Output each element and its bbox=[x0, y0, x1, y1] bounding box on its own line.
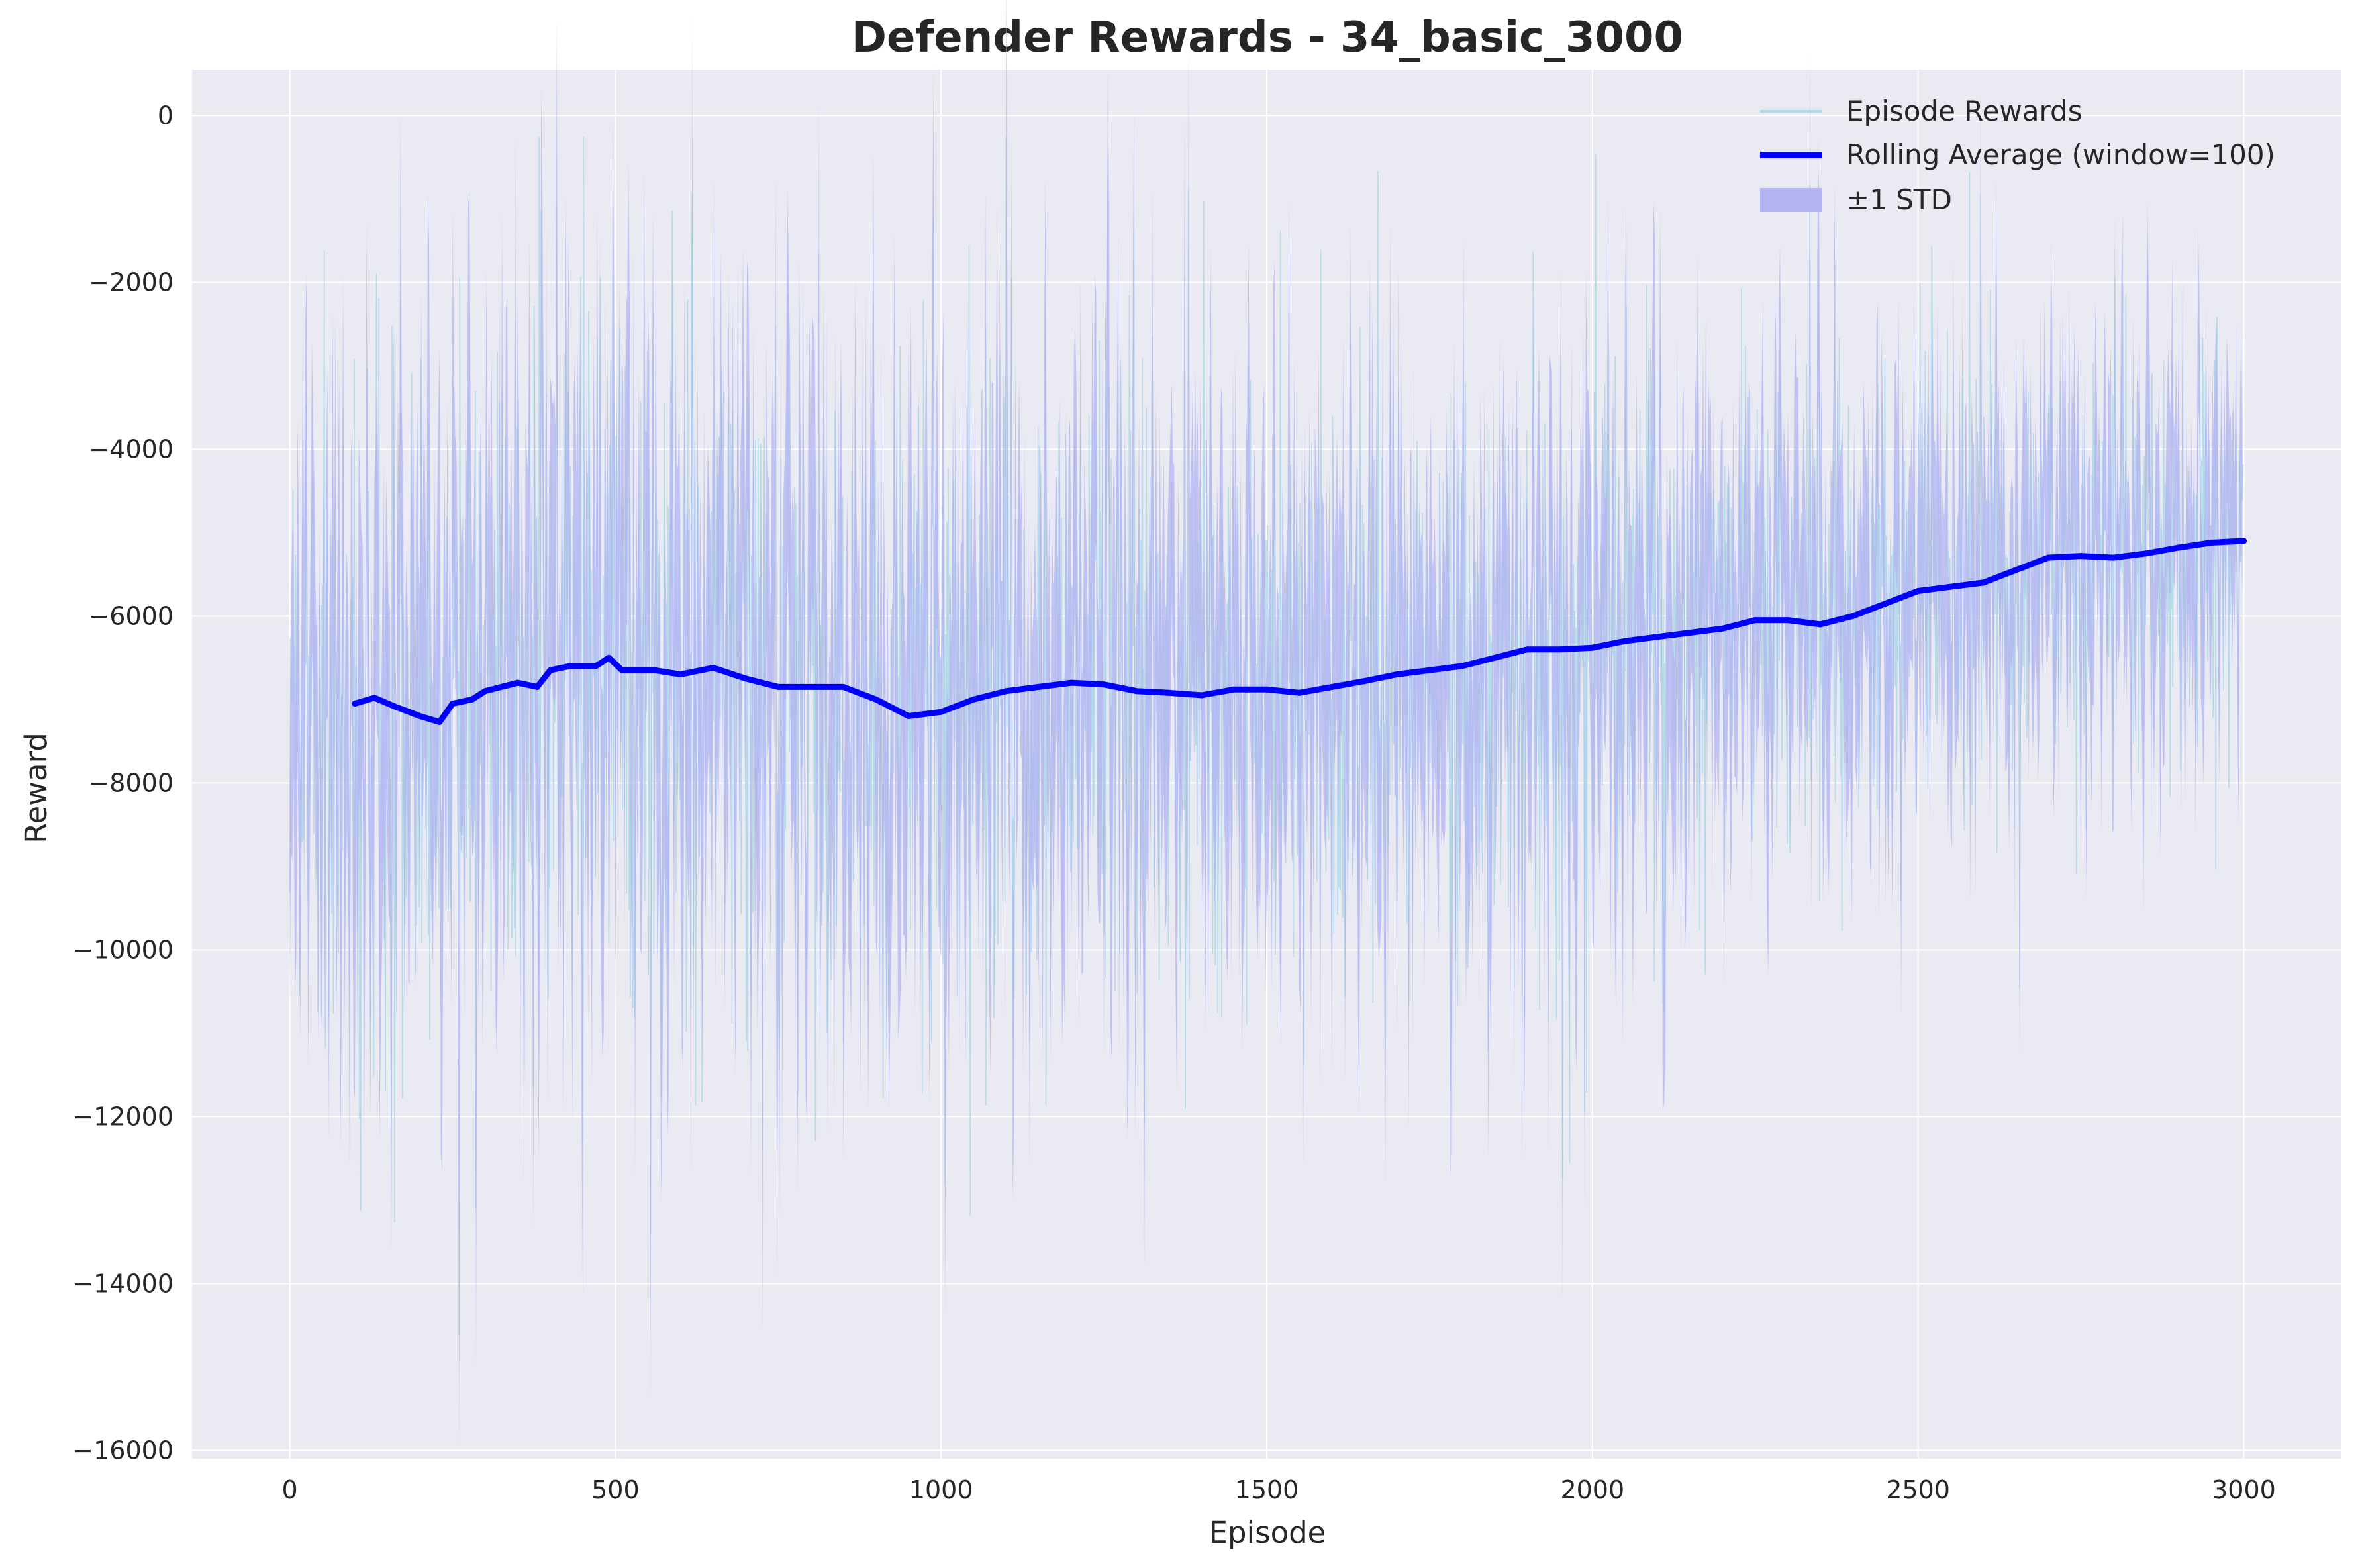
y-axis-label: Reward bbox=[19, 732, 54, 844]
rolling-average-point bbox=[1915, 588, 1922, 595]
rolling-average-point bbox=[417, 713, 423, 720]
y-tick-label: −8000 bbox=[88, 768, 173, 797]
legend-swatch-std bbox=[1760, 188, 1822, 212]
rolling-average-point bbox=[1394, 671, 1401, 678]
rolling-average-point bbox=[1654, 634, 1661, 640]
rolling-average-point bbox=[2143, 550, 2149, 557]
chart-title: Defender Rewards - 34_basic_3000 bbox=[852, 13, 1683, 62]
rolling-average-point bbox=[1003, 688, 1010, 695]
rolling-average-point bbox=[1785, 617, 1791, 624]
rolling-average-point bbox=[606, 654, 613, 661]
rolling-average-point bbox=[391, 703, 397, 709]
rolling-average-point bbox=[371, 695, 377, 701]
x-axis-ticks: 0 500 1000 1500 2000 2500 3000 bbox=[281, 1475, 2275, 1504]
rolling-average-point bbox=[1720, 625, 1726, 632]
rolling-average-point bbox=[2240, 538, 2247, 544]
rolling-average-point bbox=[534, 683, 540, 690]
legend-label-std: ±1 STD bbox=[1846, 183, 1952, 216]
rolling-average-point bbox=[873, 696, 879, 703]
rolling-average-point bbox=[618, 667, 625, 673]
x-tick-label: 0 bbox=[281, 1475, 297, 1504]
rolling-average-point bbox=[449, 701, 456, 707]
y-tick-label: −2000 bbox=[88, 268, 173, 297]
rolling-average-point bbox=[515, 679, 521, 686]
rolling-average-point bbox=[1036, 683, 1042, 690]
rolling-average-point bbox=[436, 718, 443, 725]
y-tick-label: −16000 bbox=[72, 1436, 173, 1465]
x-tick-label: 2500 bbox=[1886, 1475, 1950, 1504]
rolling-average-point bbox=[1947, 583, 1954, 590]
legend: Episode Rewards Rolling Average (window=… bbox=[1760, 95, 2275, 216]
rolling-average-point bbox=[2012, 567, 2019, 573]
rolling-average-point bbox=[469, 696, 475, 703]
rolling-average-point bbox=[742, 675, 749, 682]
rolling-average-point bbox=[1263, 686, 1270, 693]
rolling-average-point bbox=[1817, 621, 1824, 628]
x-tick-label: 500 bbox=[591, 1475, 640, 1504]
x-tick-label: 1000 bbox=[909, 1475, 973, 1504]
rolling-average-point bbox=[1882, 600, 1889, 607]
x-tick-label: 2000 bbox=[1560, 1475, 1624, 1504]
x-tick-label: 1500 bbox=[1235, 1475, 1299, 1504]
rolling-average-point bbox=[1491, 654, 1498, 661]
rolling-average-point bbox=[1752, 617, 1759, 624]
rolling-average-point bbox=[775, 683, 781, 690]
rolling-average-point bbox=[1557, 646, 1563, 653]
rolling-average-point bbox=[1328, 683, 1335, 690]
rolling-average-point bbox=[1296, 689, 1303, 696]
rolling-average-point bbox=[651, 667, 658, 673]
rolling-average-point bbox=[807, 683, 814, 690]
rolling-average-point bbox=[938, 709, 944, 715]
rolling-average-point bbox=[840, 683, 847, 690]
rolling-average-point bbox=[547, 667, 554, 673]
rolling-average-point bbox=[352, 701, 358, 707]
rolling-average-point bbox=[905, 713, 912, 720]
rolling-average-point bbox=[677, 671, 684, 678]
x-tick-label: 3000 bbox=[2212, 1475, 2276, 1504]
std-band-series bbox=[289, 0, 2243, 1460]
rolling-average-point bbox=[1133, 688, 1140, 695]
y-tick-label: −6000 bbox=[88, 601, 173, 630]
rolling-average-point bbox=[1068, 679, 1075, 686]
rolling-average-point bbox=[2208, 539, 2214, 546]
y-tick-label: −4000 bbox=[88, 434, 173, 464]
rolling-average-point bbox=[1524, 646, 1530, 653]
rolling-average-point bbox=[1165, 689, 1172, 696]
rolling-average-series bbox=[352, 538, 2247, 725]
rolling-average-point bbox=[1101, 681, 1107, 688]
rolling-average-point bbox=[1687, 630, 1693, 636]
rolling-average-point bbox=[1622, 638, 1628, 644]
legend-label-episode: Episode Rewards bbox=[1846, 95, 2083, 127]
rolling-average-point bbox=[2110, 554, 2117, 561]
rolling-average-point bbox=[2175, 544, 2182, 551]
rolling-average-point bbox=[1980, 579, 1987, 586]
y-tick-label: −12000 bbox=[72, 1102, 173, 1131]
rolling-average-point bbox=[567, 663, 573, 669]
rolling-average-point bbox=[710, 664, 716, 671]
rolling-average-point bbox=[593, 663, 599, 669]
rolling-average-point bbox=[2045, 554, 2051, 561]
rolling-average-point bbox=[2078, 553, 2085, 560]
rolling-average-point bbox=[1459, 663, 1465, 669]
y-axis-ticks: 0 −2000 −4000 −6000 −8000 −10000 −12000 −14000 −… bbox=[72, 101, 173, 1465]
rolling-average-point bbox=[1231, 686, 1238, 693]
rolling-average-point bbox=[482, 688, 489, 695]
rolling-average-point bbox=[1849, 612, 1856, 619]
rolling-average-point bbox=[1199, 692, 1205, 699]
legend-label-rolling: Rolling Average (window=100) bbox=[1846, 138, 2275, 171]
x-axis-label: Episode bbox=[1209, 1515, 1326, 1550]
rolling-average-point bbox=[1426, 667, 1433, 673]
y-tick-label: 0 bbox=[158, 101, 173, 130]
rolling-average-point bbox=[970, 696, 977, 703]
std-band-area bbox=[289, 0, 2243, 1460]
rolling-average-point bbox=[1589, 644, 1596, 651]
y-tick-label: −10000 bbox=[72, 935, 173, 964]
rolling-average-point bbox=[1361, 678, 1368, 685]
y-tick-label: −14000 bbox=[72, 1269, 173, 1298]
